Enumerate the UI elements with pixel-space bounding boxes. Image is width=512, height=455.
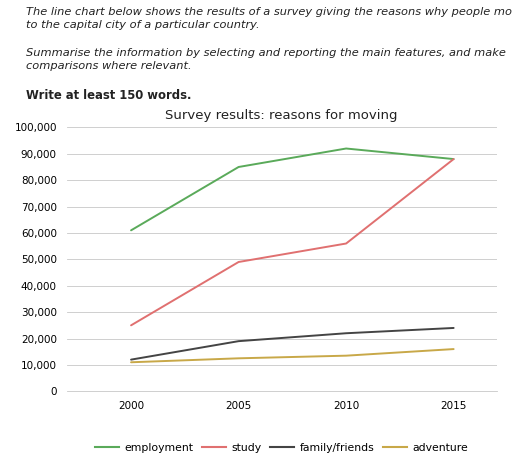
- Text: The line chart below shows the results of a survey giving the reasons why people: The line chart below shows the results o…: [26, 7, 512, 30]
- Text: Summarise the information by selecting and reporting the main features, and make: Summarise the information by selecting a…: [26, 48, 505, 71]
- Title: Survey results: reasons for moving: Survey results: reasons for moving: [165, 109, 398, 122]
- Text: Write at least 150 words.: Write at least 150 words.: [26, 89, 191, 102]
- Legend: employment, study, family/friends, adventure: employment, study, family/friends, adven…: [91, 439, 472, 455]
